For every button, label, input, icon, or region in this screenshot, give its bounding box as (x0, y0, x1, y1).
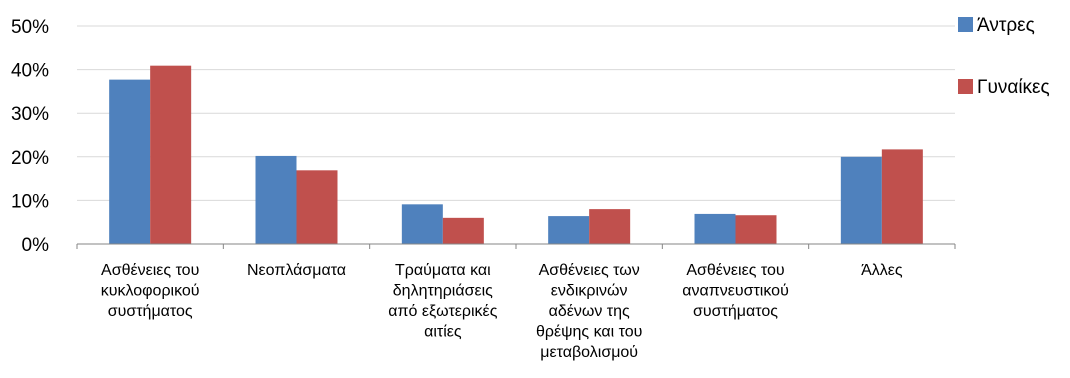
legend: Άντρες Γυναίκες (958, 15, 1050, 98)
legend-swatch (958, 17, 973, 32)
legend-label: Γυναίκες (977, 77, 1050, 98)
bars (109, 65, 923, 245)
y-tick-label: 40% (11, 61, 49, 82)
bar-men (109, 79, 151, 245)
category-label: Τραύματα και δηλητηριάσεις από εξωτερικές α… (388, 262, 497, 341)
category-label: Ασθένειες του κυκλοφορικού συστήματος (101, 262, 200, 320)
x-axis-ticks (76, 244, 956, 249)
bar-women (735, 215, 777, 244)
bar-men (694, 213, 736, 244)
bar-men (401, 204, 443, 244)
bar-men (255, 155, 297, 244)
category-label: Άλλες (861, 262, 903, 279)
y-tick-label: 20% (11, 148, 49, 169)
bar-men (548, 216, 590, 244)
gridlines (77, 25, 955, 201)
bar-women (296, 170, 338, 244)
y-tick-label: 0% (22, 235, 50, 256)
bar-women (150, 65, 192, 245)
y-tick-label: 30% (11, 104, 49, 125)
y-axis-ticks: 0% 10% 20% 30% 40% 50% (11, 17, 49, 256)
bar-women (442, 217, 484, 244)
bar-men (840, 156, 882, 244)
category-label: Νεοπλάσματα (247, 262, 346, 279)
bar-women (881, 149, 923, 244)
legend-swatch (958, 79, 973, 94)
y-tick-label: 50% (11, 17, 49, 38)
bar-women (589, 209, 631, 244)
category-labels: Ασθένειες του κυκλοφορικού συστήματος Νεοπλ… (101, 262, 903, 361)
category-label: Ασθένειες των ενδικρινών αδένων της θρέψης … (536, 262, 642, 361)
y-tick-label: 10% (11, 191, 49, 212)
legend-label: Άντρες (977, 15, 1035, 36)
category-label: Ασθένειες του αναπνευστικού συστήματος (682, 262, 789, 320)
